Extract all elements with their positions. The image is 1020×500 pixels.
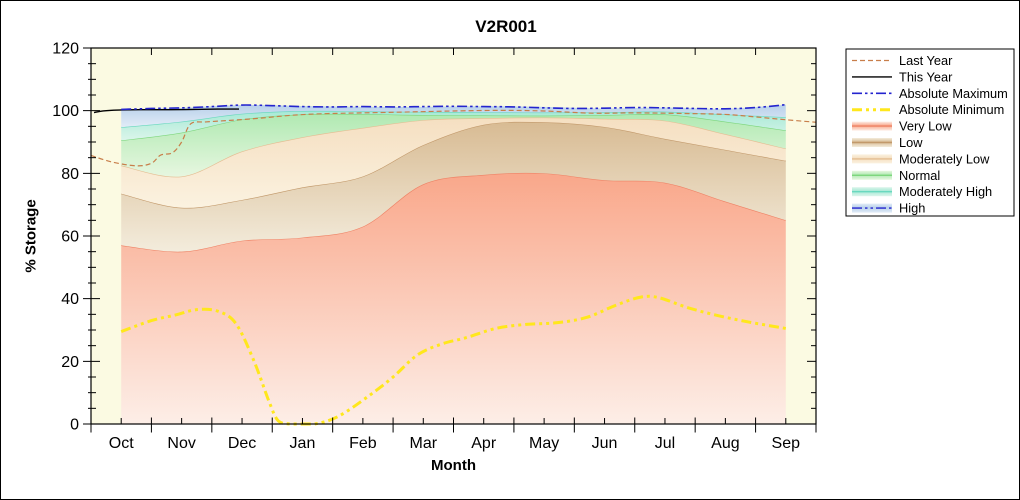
legend-item-mod-high: Moderately High bbox=[852, 184, 992, 199]
x-tick-label: Dec bbox=[228, 435, 256, 452]
y-axis-title-text: % Storage bbox=[22, 199, 40, 273]
legend-label: Absolute Maximum bbox=[899, 86, 1008, 101]
legend-label: Moderately High bbox=[899, 184, 992, 199]
legend-item-abs-max: Absolute Maximum bbox=[852, 86, 1008, 101]
legend-item-abs-min: Absolute Minimum bbox=[852, 102, 1004, 117]
legend-item-very-low: Very Low bbox=[852, 119, 952, 134]
legend-item-mod-low: Moderately Low bbox=[852, 151, 990, 166]
line-last-year bbox=[90, 109, 817, 167]
legend-label: Normal bbox=[899, 168, 940, 183]
band-very-low bbox=[121, 172, 786, 424]
x-tick-label: Jun bbox=[592, 435, 618, 452]
band-normal bbox=[121, 113, 786, 177]
legend-label: Very Low bbox=[899, 119, 952, 134]
band-high bbox=[121, 104, 786, 128]
legend-label: Low bbox=[899, 135, 923, 150]
x-tick-label: Jan bbox=[290, 435, 316, 452]
legend-label: High bbox=[899, 201, 925, 216]
x-tick-label: Feb bbox=[349, 435, 377, 452]
legend-label: Moderately Low bbox=[899, 151, 990, 166]
y-tick-label: 60 bbox=[61, 229, 79, 246]
y-tick-label: 40 bbox=[61, 291, 79, 308]
legend-item-high: High bbox=[852, 201, 925, 216]
y-tick-label: 120 bbox=[52, 41, 79, 58]
y-tick-label: 0 bbox=[70, 417, 79, 434]
y-tick-label: 80 bbox=[61, 166, 79, 183]
x-tick-label: May bbox=[529, 435, 559, 452]
band-low bbox=[121, 121, 786, 252]
x-tick-label: Sep bbox=[772, 435, 801, 452]
legend-item-this-year: This Year bbox=[852, 69, 953, 84]
x-tick-label: Aug bbox=[711, 435, 739, 452]
line-this-year bbox=[93, 108, 240, 114]
chart-title: V2R001 bbox=[475, 17, 537, 36]
line-abs-min bbox=[120, 294, 787, 426]
legend-label: This Year bbox=[899, 69, 953, 84]
band-mod-low bbox=[121, 117, 786, 208]
legend-item-low: Low bbox=[852, 135, 923, 150]
x-tick-label: Nov bbox=[167, 435, 195, 452]
legend-item-last-year: Last Year bbox=[852, 53, 953, 68]
y-tick-label: 20 bbox=[61, 354, 79, 371]
legend-label: Absolute Minimum bbox=[899, 102, 1004, 117]
band-mod-high-edge bbox=[121, 110, 786, 128]
x-tick-label: Mar bbox=[410, 435, 438, 452]
legend-label: Last Year bbox=[899, 53, 953, 68]
x-axis-title: Month bbox=[431, 457, 476, 474]
band-mod-low-edge bbox=[121, 116, 786, 178]
line-abs-max bbox=[121, 103, 786, 111]
y-tick-label: 100 bbox=[52, 103, 79, 120]
x-tick-label: Oct bbox=[109, 435, 134, 452]
x-tick-label: Apr bbox=[471, 435, 497, 452]
x-tick-label: Jul bbox=[655, 435, 675, 452]
band-very-low-edge bbox=[121, 172, 786, 253]
legend-item-normal: Normal bbox=[852, 168, 940, 183]
